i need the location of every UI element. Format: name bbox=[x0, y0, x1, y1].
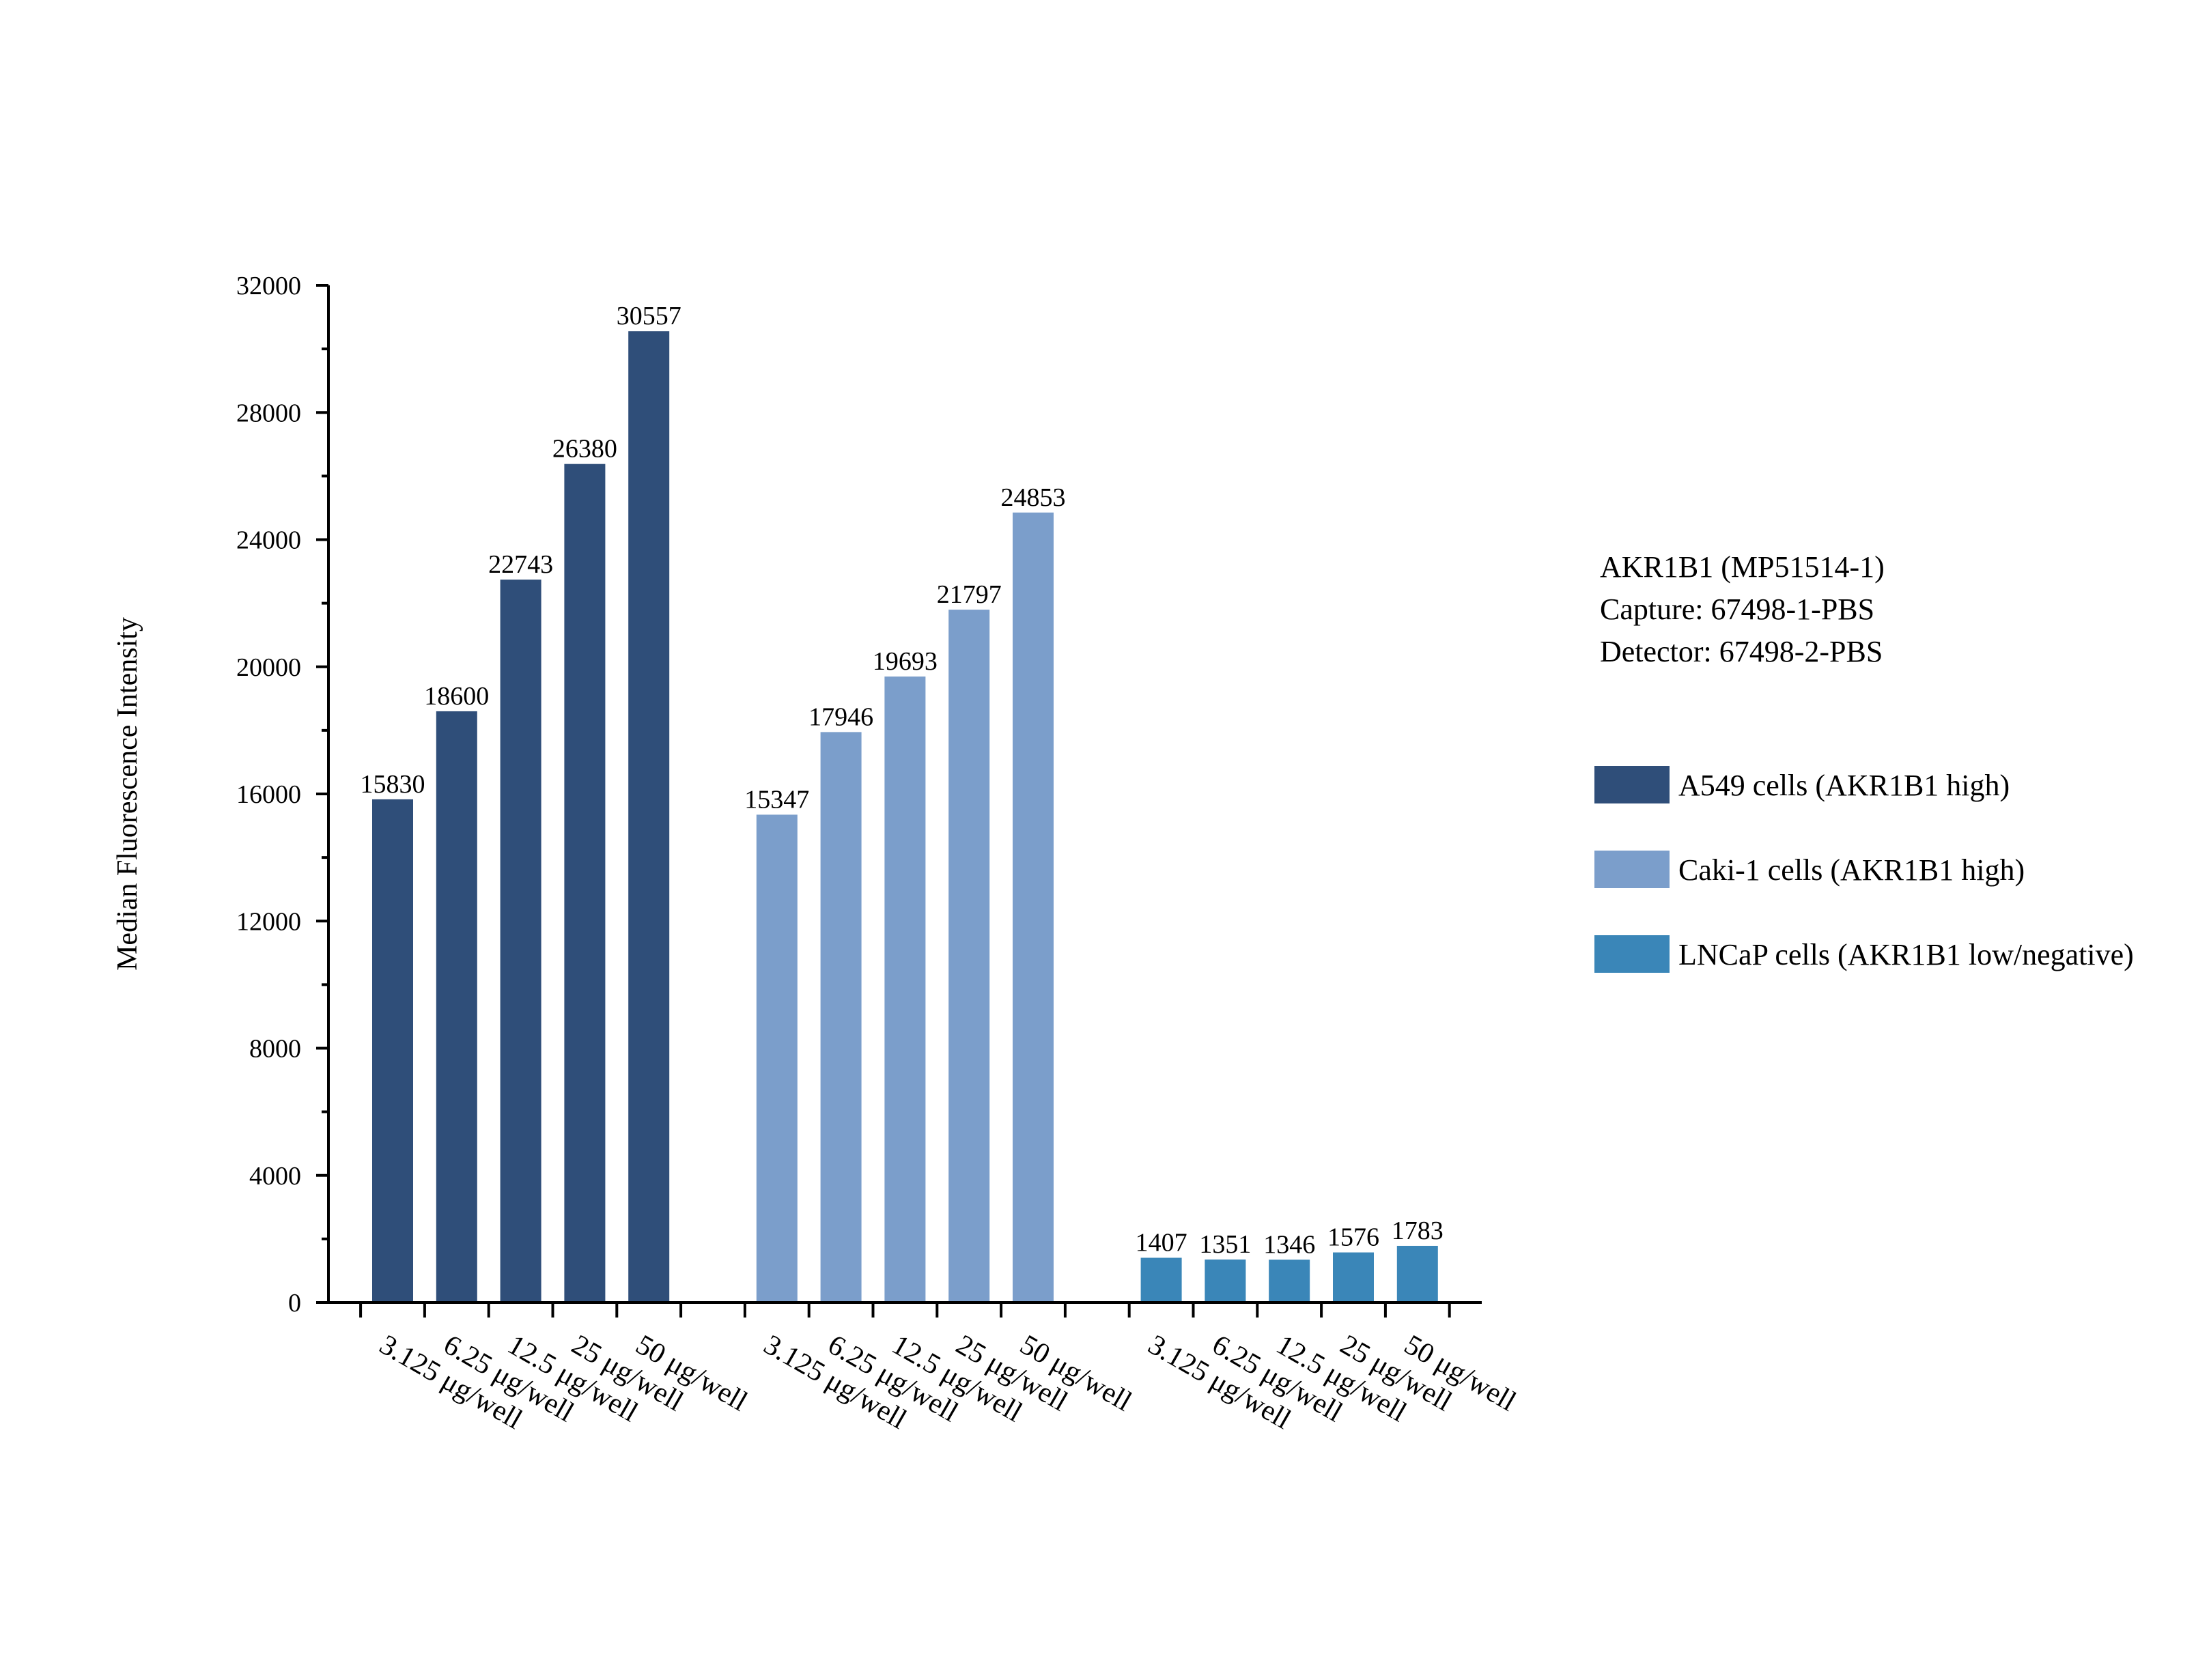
legend-label: Caki-1 cells (AKR1B1 high) bbox=[1678, 853, 2025, 887]
data-label: 1346 bbox=[1263, 1230, 1315, 1259]
y-tick-label: 12000 bbox=[236, 907, 301, 936]
data-label: 1351 bbox=[1199, 1230, 1251, 1259]
bar bbox=[884, 677, 926, 1302]
data-label: 15830 bbox=[361, 770, 425, 799]
annotation-line-1: AKR1B1 (MP51514-1) bbox=[1600, 550, 1885, 584]
bar bbox=[372, 799, 413, 1302]
legend-label: LNCaP cells (AKR1B1 low/negative) bbox=[1678, 938, 2134, 971]
data-labels-layer: 15830 18600 22743 26380 30557 15347 1794619693… bbox=[361, 302, 1444, 1259]
data-label: 1407 bbox=[1136, 1228, 1187, 1257]
y-tick-label: 28000 bbox=[236, 399, 301, 427]
bar bbox=[1205, 1259, 1246, 1302]
bar bbox=[1269, 1259, 1310, 1302]
legend-label: A549 cells (AKR1B1 high) bbox=[1678, 769, 2010, 802]
bar bbox=[500, 580, 541, 1302]
y-tick-label: 4000 bbox=[249, 1162, 301, 1191]
y-tick-label: 20000 bbox=[236, 653, 301, 682]
legend: A549 cells (AKR1B1 high) Caki-1 cells (AK… bbox=[1594, 766, 2134, 973]
data-label: 26380 bbox=[552, 435, 617, 464]
bar bbox=[1140, 1257, 1182, 1302]
data-label: 1576 bbox=[1327, 1223, 1379, 1252]
y-tick-label: 24000 bbox=[236, 526, 301, 555]
data-label: 24853 bbox=[1001, 483, 1066, 512]
bar bbox=[756, 814, 798, 1302]
y-axis-title: Median Fluorescence Intensity bbox=[112, 617, 143, 971]
legend-swatch bbox=[1594, 766, 1670, 803]
bar bbox=[1013, 512, 1054, 1302]
annotation-line-3: Detector: 67498-2-PBS bbox=[1600, 635, 1883, 668]
legend-swatch bbox=[1594, 851, 1670, 888]
data-label: 21797 bbox=[937, 580, 1002, 609]
data-label: 1783 bbox=[1392, 1216, 1444, 1245]
y-tick-label: 32000 bbox=[236, 272, 301, 300]
y-tick-label: 16000 bbox=[236, 780, 301, 809]
data-label: 17946 bbox=[808, 702, 873, 731]
data-label: 30557 bbox=[617, 302, 681, 330]
bar bbox=[948, 610, 990, 1302]
data-label: 19693 bbox=[873, 647, 938, 676]
bars-layer bbox=[372, 331, 1438, 1302]
y-ticks-layer: 0 4000 8000 12000 16000 20000 24000 28000 32000 bbox=[236, 272, 328, 1318]
bar bbox=[820, 732, 862, 1302]
data-label: 18600 bbox=[424, 682, 489, 711]
y-tick-label: 0 bbox=[288, 1289, 301, 1318]
bar bbox=[628, 331, 670, 1302]
bar bbox=[436, 711, 477, 1302]
x-ticks-layer bbox=[359, 1302, 1451, 1318]
bar bbox=[1333, 1252, 1374, 1302]
bar bbox=[1396, 1245, 1438, 1302]
annotation-block: AKR1B1 (MP51514-1) Capture: 67498-1-PBS … bbox=[1600, 550, 1885, 668]
legend-swatch bbox=[1594, 935, 1670, 973]
data-label: 15347 bbox=[744, 785, 809, 814]
y-tick-label: 8000 bbox=[249, 1035, 301, 1064]
annotation-line-2: Capture: 67498-1-PBS bbox=[1600, 593, 1874, 626]
bar bbox=[564, 464, 606, 1302]
data-label: 22743 bbox=[488, 550, 553, 579]
